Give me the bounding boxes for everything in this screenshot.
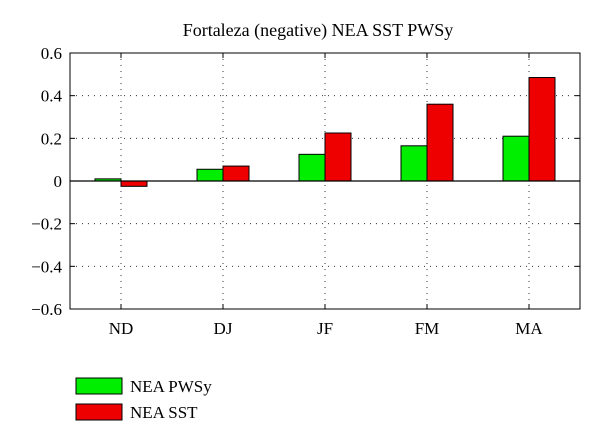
bar-nea-pwsy-jf — [298, 153, 326, 182]
legend-swatch — [75, 403, 123, 421]
legend-label: NEA SST — [130, 403, 198, 422]
bar-nea-sst-dj — [222, 165, 250, 182]
y-tick-label: 0 — [54, 172, 63, 191]
legend-label: NEA PWSy — [130, 377, 212, 396]
x-axis-ticks: ND DJ JF FM MA — [109, 53, 543, 338]
legend-swatch — [75, 377, 123, 395]
x-tick-label: DJ — [214, 319, 233, 338]
y-tick-label: −0.2 — [31, 215, 62, 234]
bars — [94, 77, 556, 187]
x-tick-label: JF — [317, 319, 333, 338]
y-tick-label: 0.2 — [41, 129, 62, 148]
bar-nea-pwsy-ma — [502, 135, 530, 182]
y-tick-label: −0.4 — [31, 257, 62, 276]
x-tick-label: ND — [109, 319, 134, 338]
y-tick-label: 0.6 — [41, 44, 62, 63]
bar-nea-sst-nd — [120, 180, 148, 187]
bar-nea-sst-jf — [324, 132, 352, 182]
bar-nea-sst-fm — [426, 103, 454, 182]
y-tick-label: 0.4 — [41, 87, 63, 106]
legend: NEA PWSy NEA SST — [75, 377, 212, 422]
y-tick-label: −0.6 — [31, 300, 62, 319]
x-tick-label: MA — [515, 319, 543, 338]
chart-title: Fortaleza (negative) NEA SST PWSy — [183, 20, 454, 41]
bar-nea-pwsy-dj — [196, 168, 224, 182]
bar-nea-pwsy-fm — [400, 145, 428, 182]
y-axis-ticks: −0.6 −0.4 −0.2 0 0.2 0.4 0.6 — [31, 44, 580, 319]
x-tick-label: FM — [415, 319, 440, 338]
bar-nea-sst-ma — [528, 77, 556, 182]
